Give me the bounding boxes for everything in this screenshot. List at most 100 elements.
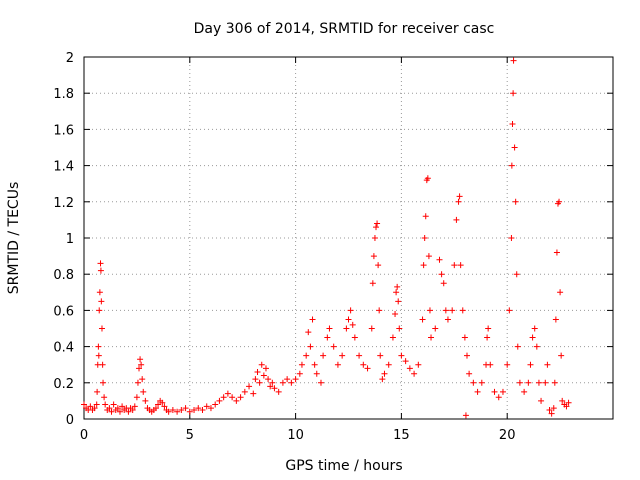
data-point xyxy=(258,361,265,368)
data-point xyxy=(96,307,103,314)
data-point xyxy=(511,144,518,151)
data-point xyxy=(169,406,176,413)
data-point xyxy=(212,401,219,408)
data-point xyxy=(395,298,402,305)
data-point xyxy=(462,412,469,419)
data-point xyxy=(137,356,144,363)
data-point xyxy=(432,325,439,332)
data-point xyxy=(101,394,108,401)
data-point xyxy=(516,379,523,386)
data-point xyxy=(385,361,392,368)
data-point xyxy=(485,325,492,332)
data-point xyxy=(558,352,565,359)
data-point xyxy=(506,307,513,314)
data-point xyxy=(553,249,560,256)
data-point xyxy=(296,370,303,377)
data-point xyxy=(241,388,248,395)
data-point xyxy=(233,397,240,404)
data-point xyxy=(139,376,146,383)
data-point xyxy=(565,399,572,406)
x-axis-label: GPS time / hours xyxy=(285,458,402,474)
data-point xyxy=(133,394,140,401)
data-point xyxy=(309,316,316,323)
data-point xyxy=(513,271,520,278)
data-point xyxy=(463,352,470,359)
data-point xyxy=(288,379,295,386)
data-point xyxy=(159,399,166,406)
data-point xyxy=(484,334,491,341)
y-tick-label: 0.6 xyxy=(53,304,74,319)
data-point xyxy=(252,376,259,383)
data-point xyxy=(250,390,257,397)
data-point xyxy=(563,403,570,410)
data-point xyxy=(116,408,123,415)
data-point xyxy=(106,405,113,412)
data-point xyxy=(379,376,386,383)
data-point xyxy=(398,352,405,359)
data-point xyxy=(161,403,168,410)
data-point xyxy=(474,388,481,395)
data-point xyxy=(303,352,310,359)
data-point xyxy=(334,361,341,368)
data-point xyxy=(436,256,443,263)
data-point xyxy=(548,410,555,417)
data-point xyxy=(326,325,333,332)
data-point xyxy=(542,379,549,386)
grid xyxy=(84,57,613,419)
data-point xyxy=(360,361,367,368)
data-point xyxy=(97,260,104,267)
data-point xyxy=(343,325,350,332)
data-point xyxy=(461,334,468,341)
data-point xyxy=(91,405,98,412)
data-point xyxy=(292,376,299,383)
data-point xyxy=(178,406,185,413)
data-point xyxy=(97,267,104,274)
data-point xyxy=(203,403,210,410)
data-point xyxy=(320,352,327,359)
data-point xyxy=(125,408,132,415)
data-point xyxy=(510,90,517,97)
data-point xyxy=(313,370,320,377)
data-point xyxy=(425,253,432,260)
data-point xyxy=(396,325,403,332)
data-point xyxy=(174,408,181,415)
x-tick-label: 20 xyxy=(499,428,516,443)
data-point xyxy=(140,388,147,395)
data-point xyxy=(551,379,558,386)
y-tick-label: 2 xyxy=(66,51,74,66)
data-point xyxy=(531,325,538,332)
data-point xyxy=(509,120,516,127)
data-point xyxy=(284,376,291,383)
plot-frame xyxy=(83,56,614,420)
data-point xyxy=(508,162,515,169)
y-tick-label: 0.2 xyxy=(53,377,74,392)
data-point xyxy=(371,235,378,241)
data-point xyxy=(311,361,318,368)
y-axis-label: SRMTID / TECUs xyxy=(6,182,22,295)
data-point xyxy=(275,388,282,395)
data-point xyxy=(470,379,477,386)
data-point xyxy=(216,397,223,404)
data-point xyxy=(420,262,427,269)
data-point xyxy=(456,193,463,200)
data-point xyxy=(87,403,94,410)
data-point xyxy=(478,379,485,386)
data-point xyxy=(369,280,376,287)
data-point xyxy=(267,383,274,390)
data-point xyxy=(559,397,566,404)
data-point xyxy=(317,379,324,386)
data-point xyxy=(191,406,198,413)
y-tick-label: 1.2 xyxy=(53,196,74,211)
data-point xyxy=(129,406,136,413)
data-point xyxy=(392,311,399,318)
data-point xyxy=(424,175,431,182)
data-point xyxy=(195,405,202,412)
data-point xyxy=(512,198,519,205)
data-point xyxy=(114,405,121,412)
data-point xyxy=(237,394,244,401)
data-point xyxy=(525,379,532,386)
data-point xyxy=(330,343,337,350)
data-points xyxy=(81,57,572,419)
data-point xyxy=(165,408,172,415)
y-tick-label: 1 xyxy=(66,232,74,247)
